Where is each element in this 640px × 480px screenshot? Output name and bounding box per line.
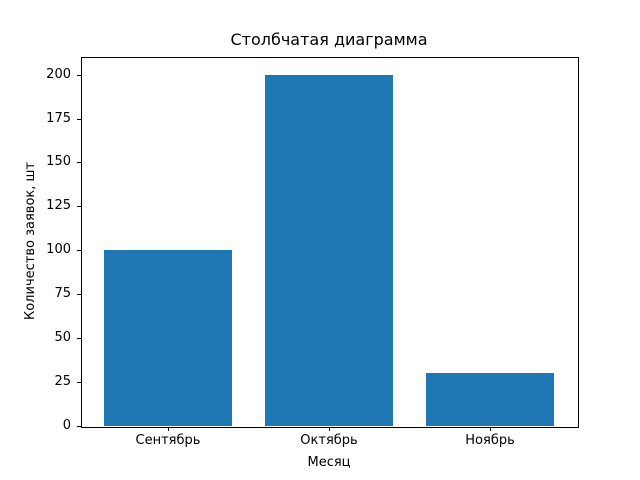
y-tick-label: 150 [46, 154, 71, 170]
y-tick-mark [77, 338, 81, 340]
x-tick-mark [490, 427, 492, 431]
plot-area [81, 57, 579, 428]
y-tick-label: 200 [46, 66, 71, 82]
bar-2 [264, 74, 394, 426]
bar-1 [103, 250, 233, 426]
bar-3 [425, 373, 555, 426]
y-tick-label: 75 [54, 286, 71, 302]
x-tick-mark [329, 427, 330, 431]
y-tick-label: 125 [46, 198, 71, 214]
y-tick-label: 25 [54, 374, 71, 390]
x-tick-label: Октябрь [300, 433, 358, 448]
y-tick-mark [77, 294, 81, 296]
x-tick-mark [167, 427, 169, 431]
x-tick-label: Сентябрь [135, 433, 201, 448]
x-axis-label: Месяц [307, 455, 351, 470]
y-tick-mark [77, 250, 81, 252]
y-tick-label: 175 [46, 110, 71, 126]
x-tick-label: Ноябрь [465, 433, 515, 448]
y-tick-mark [77, 74, 81, 76]
y-tick-mark [77, 206, 81, 208]
y-tick-mark [77, 162, 81, 164]
y-tick-label: 50 [54, 330, 71, 346]
y-tick-label: 0 [62, 418, 71, 433]
y-tick-label: 100 [46, 242, 71, 258]
chart-title: Столбчатая диаграмма [230, 30, 428, 49]
y-tick-mark [77, 382, 81, 384]
y-tick-mark [77, 118, 81, 120]
y-tick-mark [77, 426, 81, 427]
